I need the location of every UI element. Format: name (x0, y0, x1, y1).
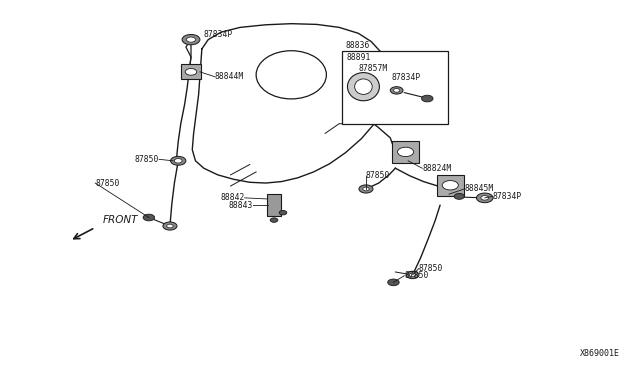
Text: 87850: 87850 (404, 271, 429, 280)
Bar (342, 51, 448, 124)
Circle shape (454, 193, 465, 199)
Text: 87850: 87850 (134, 155, 159, 164)
Text: X869001E: X869001E (580, 349, 620, 358)
Ellipse shape (348, 73, 380, 101)
Circle shape (410, 273, 416, 277)
Text: 87834P: 87834P (204, 30, 233, 39)
Circle shape (174, 158, 182, 163)
Circle shape (186, 37, 195, 42)
Circle shape (422, 95, 433, 102)
Bar (267, 194, 281, 217)
Circle shape (171, 156, 186, 165)
Circle shape (481, 196, 488, 200)
Ellipse shape (355, 79, 372, 94)
Text: 88824M: 88824M (422, 164, 451, 173)
Circle shape (406, 271, 419, 279)
Text: FRONT: FRONT (103, 215, 138, 225)
Bar (437, 174, 464, 196)
Text: 87850: 87850 (95, 179, 120, 187)
Bar (181, 64, 200, 79)
Text: 88842: 88842 (220, 193, 244, 202)
Text: 88843: 88843 (228, 201, 253, 210)
Circle shape (397, 147, 413, 157)
Text: 87850: 87850 (419, 264, 444, 273)
Bar (392, 141, 419, 163)
Circle shape (442, 180, 458, 190)
Text: 87834P: 87834P (492, 192, 522, 201)
Text: 88891: 88891 (347, 52, 371, 61)
Text: 88845M: 88845M (465, 185, 493, 193)
Text: 87857M: 87857M (358, 64, 388, 73)
Circle shape (363, 187, 369, 191)
Circle shape (163, 222, 177, 230)
Text: 88836: 88836 (346, 41, 370, 51)
Circle shape (143, 214, 155, 221)
Circle shape (279, 211, 287, 215)
Text: 88844M: 88844M (214, 72, 244, 81)
Circle shape (476, 193, 493, 203)
Circle shape (359, 185, 373, 193)
Text: 87850: 87850 (366, 171, 390, 180)
Text: 87834P: 87834P (392, 73, 420, 82)
Circle shape (167, 224, 173, 228)
Circle shape (390, 87, 403, 94)
Circle shape (182, 35, 200, 45)
Circle shape (388, 279, 399, 286)
Circle shape (270, 218, 278, 222)
Circle shape (394, 89, 400, 92)
Circle shape (185, 68, 196, 75)
